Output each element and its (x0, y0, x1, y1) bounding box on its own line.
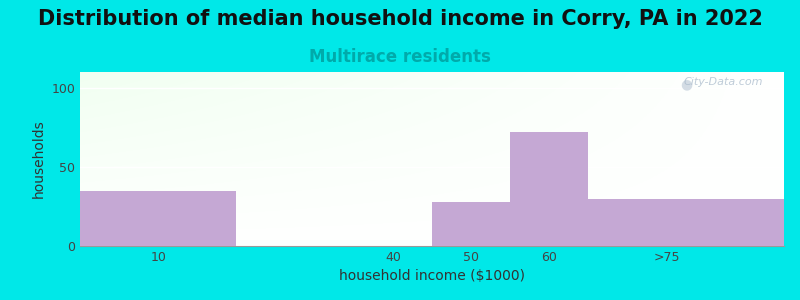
Text: ●: ● (680, 77, 693, 91)
Y-axis label: households: households (32, 120, 46, 198)
Bar (80, 190, 237, 246)
Bar (589, 199, 784, 246)
Text: Distribution of median household income in Corry, PA in 2022: Distribution of median household income … (38, 9, 762, 29)
Text: City-Data.com: City-Data.com (683, 77, 763, 87)
Bar (432, 202, 510, 246)
X-axis label: household income ($1000): household income ($1000) (339, 269, 525, 284)
Text: Multirace residents: Multirace residents (309, 48, 491, 66)
Bar (510, 132, 589, 246)
